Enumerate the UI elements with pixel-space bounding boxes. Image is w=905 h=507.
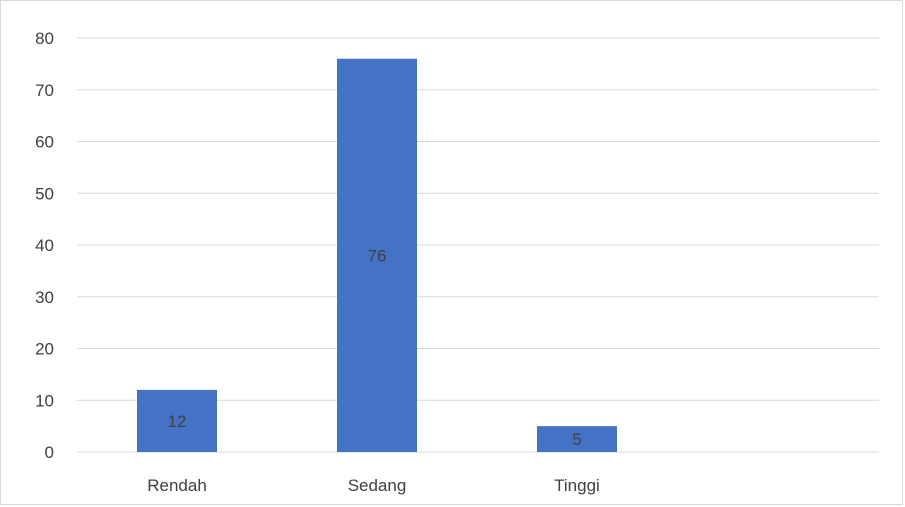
data-label-rendah: 12 xyxy=(168,412,187,431)
y-axis-tick-labels: 0 10 20 30 40 50 60 70 80 xyxy=(35,29,54,462)
y-tick-label-10: 10 xyxy=(35,391,54,410)
bar-rendah xyxy=(137,389,217,452)
y-tick-label-70: 70 xyxy=(35,81,54,100)
y-tick-label-0: 0 xyxy=(45,443,54,462)
y-tick-label-50: 50 xyxy=(35,184,54,203)
x-tick-label-rendah: Rendah xyxy=(147,476,207,495)
y-tick-label-40: 40 xyxy=(35,236,54,255)
x-axis-tick-labels: Rendah Sedang Tinggi xyxy=(147,476,600,495)
y-tick-label-80: 80 xyxy=(35,29,54,48)
y-tick-label-30: 30 xyxy=(35,288,54,307)
y-tick-label-20: 20 xyxy=(35,340,54,359)
x-tick-label-tinggi: Tinggi xyxy=(554,476,600,495)
y-tick-label-60: 60 xyxy=(35,133,54,152)
bars: 12 76 5 xyxy=(137,58,617,452)
data-label-tinggi: 5 xyxy=(572,430,581,449)
bar-tinggi xyxy=(537,426,617,452)
data-label-sedang: 76 xyxy=(368,246,387,265)
bar-sedang xyxy=(337,58,417,452)
x-tick-label-sedang: Sedang xyxy=(348,476,407,495)
